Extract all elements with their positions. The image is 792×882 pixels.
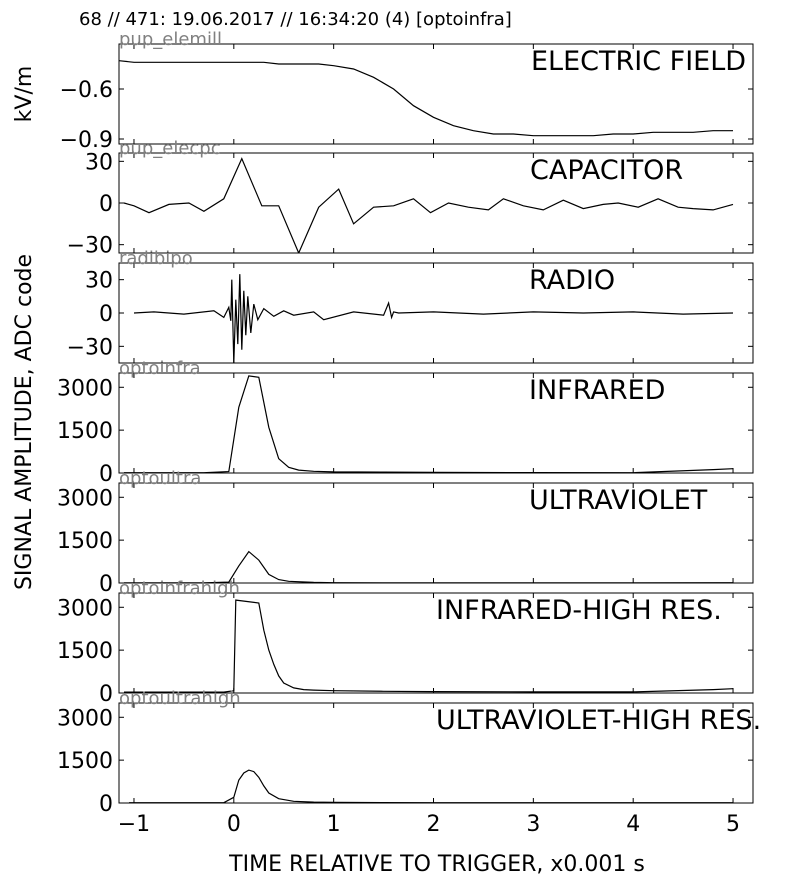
y-tick-label: 3000 [57, 706, 113, 731]
channel-tag: optoinfra [119, 358, 201, 379]
panel-title: RADIO [529, 265, 615, 296]
y-axis-label-main: SIGNAL AMPLITUDE, ADC code [12, 254, 37, 590]
y-tick-label: −0.9 [60, 128, 113, 153]
panel-title: INFRARED [529, 375, 665, 406]
y-tick-label: 0 [99, 572, 113, 597]
y-tick-label: −30 [67, 234, 113, 259]
y-axis-label-top: kV/m [12, 66, 37, 123]
channel-tag: radibipo [119, 248, 193, 269]
channel-tag: pup_elecpc [119, 138, 221, 159]
series-line [124, 599, 734, 693]
panel-title: ELECTRIC FIELD [531, 46, 746, 77]
x-axis-label: TIME RELATIVE TO TRIGGER, x0.001 s [228, 852, 645, 877]
series-line [124, 550, 734, 583]
y-tick-label: 1500 [57, 419, 113, 444]
x-tick-labels: −1 0 1 2 3 4 5 [118, 812, 740, 837]
series-line [123, 157, 734, 253]
panel-frame [118, 592, 754, 694]
x-tick-label: 2 [427, 812, 441, 837]
panel-title: ULTRAVIOLET-HIGH RES. [436, 705, 761, 736]
y-tick-label: −0.6 [60, 78, 113, 103]
channel-tag: pup_elemill [119, 29, 222, 50]
y-tick-label: 30 [85, 150, 113, 175]
panel-3: 30 0 −30 RADIO radibipo [67, 248, 754, 364]
x-tick-label: 0 [227, 812, 241, 837]
panels-group: −0.6 −0.9 ELECTRIC FIELD pup_elemill 30 0 −30 C… [57, 29, 761, 817]
channel-tag: optoinfrahigh [119, 578, 240, 599]
y-tick-label: 1500 [57, 529, 113, 554]
x-tick-label: 4 [626, 812, 640, 837]
panel-6: 3000 1500 0 INFRARED-HIGH RES. optoinfrahigh [57, 578, 754, 707]
channel-tag: optoultrahigh [119, 688, 241, 709]
y-tick-label: −30 [67, 335, 113, 360]
panel-5: 3000 1500 0 ULTRAVIOLET optoultra [57, 468, 754, 597]
panel-title: CAPACITOR [530, 155, 683, 186]
x-tick-label: 1 [327, 812, 341, 837]
y-tick-label: 3000 [57, 486, 113, 511]
channel-tag: optoultra [119, 468, 201, 489]
y-tick-label: 0 [99, 682, 113, 707]
y-tick-label: 3000 [57, 596, 113, 621]
y-tick-label: 0 [99, 302, 113, 327]
y-tick-label: 0 [99, 792, 113, 817]
panel-7: 3000 1500 0 ULTRAVIOLET-HIGH RES. optoultrah… [57, 688, 761, 817]
y-tick-label: 30 [85, 269, 113, 294]
y-tick-label: 1500 [57, 749, 113, 774]
panel-frame [118, 43, 754, 145]
panel-title: ULTRAVIOLET [529, 485, 708, 516]
panel-2: 30 0 −30 CAPACITOR pup_elecpc [67, 138, 754, 259]
y-tick-label: 3000 [57, 376, 113, 401]
panel-title: INFRARED-HIGH RES. [436, 595, 722, 626]
series-line [133, 274, 734, 363]
panel-1: −0.6 −0.9 ELECTRIC FIELD pup_elemill [60, 29, 754, 153]
series-line [129, 769, 733, 803]
y-tick-label: 1500 [57, 639, 113, 664]
y-tick-label: 0 [99, 462, 113, 487]
figure-header: 68 // 471: 19.06.2017 // 16:34:20 (4) [o… [79, 9, 512, 30]
y-tick-label: 0 [99, 192, 113, 217]
series-line [124, 375, 734, 473]
panel-4: 3000 1500 0 INFRARED optoinfra [57, 358, 754, 487]
x-tick-label: 3 [526, 812, 540, 837]
x-tick-label: −1 [118, 812, 150, 837]
x-tick-label: 5 [726, 812, 740, 837]
series-line [119, 60, 733, 137]
